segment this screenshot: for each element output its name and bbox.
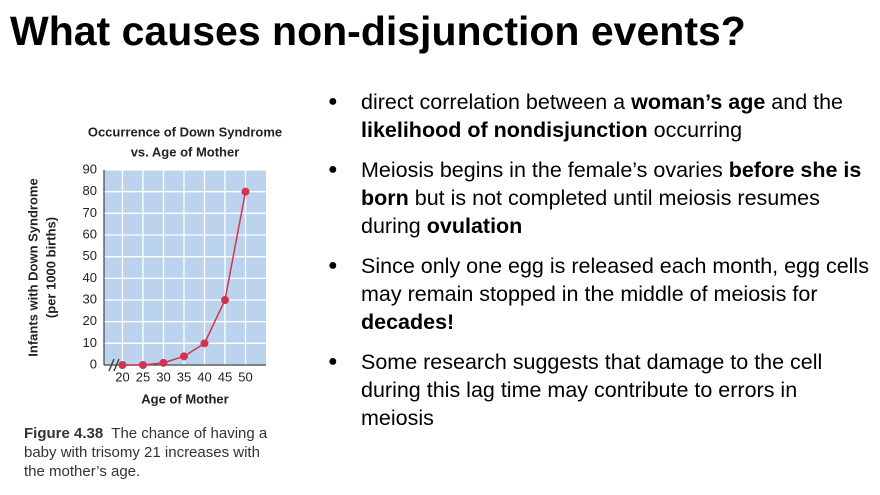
plot-background xyxy=(104,170,266,365)
text: occurring xyxy=(647,118,743,142)
x-tick-label: 20 xyxy=(115,369,129,384)
chart-title: vs. Age of Mother xyxy=(131,144,240,159)
text: Some research suggests that damage to th… xyxy=(361,350,823,430)
bullet: Meiosis begins in the female’s ovaries b… xyxy=(328,156,873,240)
chart-title: Occurrence of Down Syndrome xyxy=(88,124,282,139)
y-axis-label: Infants with Down Syndrome xyxy=(25,178,40,356)
bullet: direct correlation between a woman’s age… xyxy=(328,88,873,144)
bold-text: likelihood of nondisjunction xyxy=(361,118,648,142)
x-tick-label: 40 xyxy=(197,369,211,384)
y-axis-label: (per 1000 births) xyxy=(43,217,58,318)
chart: Occurrence of Down Syndrome vs. Age of Mo… xyxy=(25,124,282,406)
data-point xyxy=(220,296,229,304)
bullet-list: direct correlation between a woman’s age… xyxy=(328,88,873,444)
x-tick-label: 50 xyxy=(238,369,252,384)
axis-break xyxy=(108,358,120,372)
x-tick-label: 45 xyxy=(218,369,232,384)
bullet: Since only one egg is released each mont… xyxy=(328,252,873,336)
y-tick-label: 70 xyxy=(83,205,97,220)
data-point xyxy=(241,187,250,196)
x-axis-label: Age of Mother xyxy=(141,391,228,406)
bold-text: before she is born xyxy=(361,158,862,210)
data-point xyxy=(159,358,168,367)
figure-caption: Figure 4.38 The chance of having a baby … xyxy=(24,424,279,481)
y-tick-label: 0 xyxy=(90,356,97,371)
bold-text: woman’s age xyxy=(631,90,766,114)
x-tick-label: 30 xyxy=(156,369,170,384)
y-tick-label: 60 xyxy=(83,226,97,241)
x-tick-label: 25 xyxy=(136,369,150,384)
data-point xyxy=(200,339,209,348)
text: but is not completed until meiosis resum… xyxy=(361,186,820,238)
caption-text: The chance of having a baby with trisomy… xyxy=(24,425,268,480)
y-tick-label: 10 xyxy=(83,335,97,350)
bullet: Some research suggests that damage to th… xyxy=(328,348,873,432)
y-tick-label: 90 xyxy=(83,161,97,176)
x-tick-label: 35 xyxy=(177,369,191,384)
y-tick-label: 50 xyxy=(83,248,97,263)
bold-text: decades! xyxy=(361,310,455,334)
y-tick-label: 40 xyxy=(83,270,97,285)
bold-text: ovulation xyxy=(426,214,523,238)
text: Meiosis begins in the female’s ovaries xyxy=(361,158,729,182)
text: Since only one egg is released each mont… xyxy=(361,254,869,306)
text: and the xyxy=(765,90,844,114)
y-tick-label: 80 xyxy=(83,183,97,198)
data-point xyxy=(118,361,127,369)
text: direct correlation between a xyxy=(361,90,632,114)
figure-label: Figure 4.38 xyxy=(24,425,104,442)
slide-title: What causes non-disjunction events? xyxy=(10,8,746,54)
data-point xyxy=(179,352,188,361)
y-tick-label: 30 xyxy=(83,291,97,306)
y-tick-label: 20 xyxy=(83,313,97,328)
data-point xyxy=(138,361,147,369)
